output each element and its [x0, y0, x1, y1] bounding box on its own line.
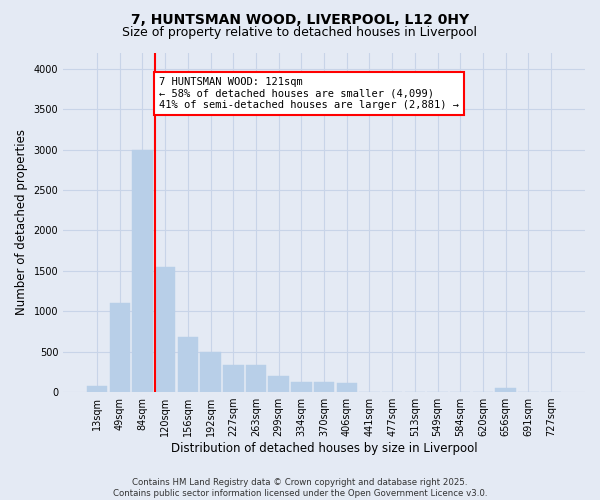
Bar — [200, 352, 221, 392]
Bar — [132, 150, 153, 392]
Bar — [155, 267, 175, 392]
Text: Contains HM Land Registry data © Crown copyright and database right 2025.
Contai: Contains HM Land Registry data © Crown c… — [113, 478, 487, 498]
Bar — [337, 383, 357, 392]
Text: Size of property relative to detached houses in Liverpool: Size of property relative to detached ho… — [122, 26, 478, 39]
Bar — [496, 388, 516, 392]
Bar — [314, 382, 334, 392]
Bar — [178, 337, 198, 392]
Y-axis label: Number of detached properties: Number of detached properties — [15, 130, 28, 316]
Bar — [110, 303, 130, 392]
Bar — [87, 386, 107, 392]
Bar — [223, 364, 244, 392]
Text: 7 HUNTSMAN WOOD: 121sqm
← 58% of detached houses are smaller (4,099)
41% of semi: 7 HUNTSMAN WOOD: 121sqm ← 58% of detache… — [159, 77, 459, 110]
Bar — [268, 376, 289, 392]
Text: 7, HUNTSMAN WOOD, LIVERPOOL, L12 0HY: 7, HUNTSMAN WOOD, LIVERPOOL, L12 0HY — [131, 12, 469, 26]
Bar — [246, 364, 266, 392]
X-axis label: Distribution of detached houses by size in Liverpool: Distribution of detached houses by size … — [171, 442, 478, 455]
Bar — [291, 382, 311, 392]
